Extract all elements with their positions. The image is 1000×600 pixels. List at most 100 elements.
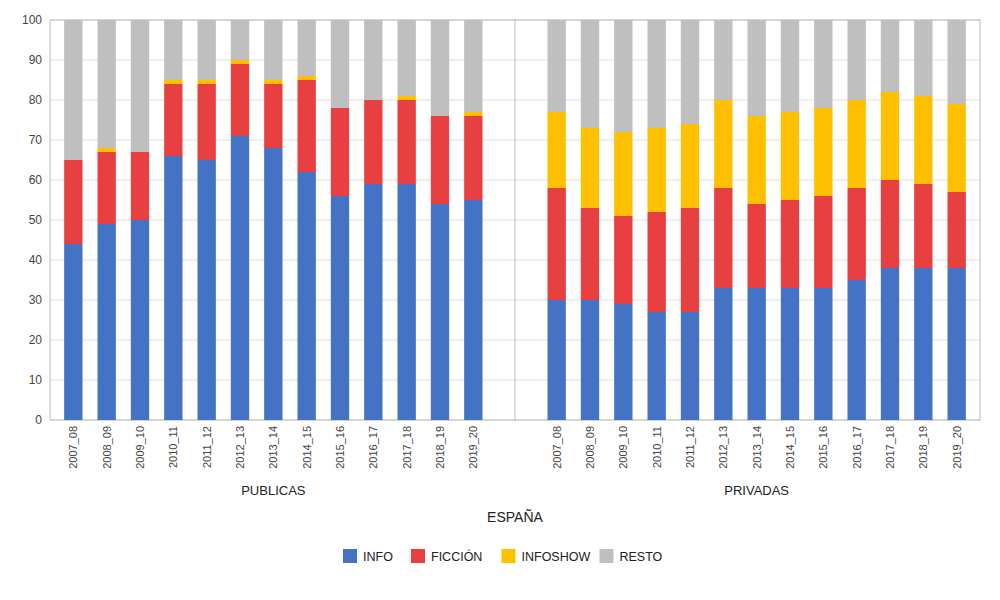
- bar-segment: [814, 196, 832, 288]
- x-tick-label: 2018_19: [434, 426, 446, 469]
- x-axis-label: ESPAÑA: [487, 509, 543, 525]
- bar-segment: [198, 20, 216, 80]
- bar-segment: [464, 200, 482, 420]
- bar-segment: [814, 108, 832, 196]
- x-tick-label: 2008_09: [101, 426, 113, 469]
- y-tick-label: 30: [29, 293, 43, 307]
- bar-segment: [198, 84, 216, 160]
- y-tick-label: 0: [35, 413, 42, 427]
- legend-swatch: [343, 549, 357, 563]
- bar-segment: [398, 184, 416, 420]
- bar-segment: [298, 20, 316, 76]
- bar-segment: [264, 80, 282, 84]
- bar-segment: [398, 20, 416, 96]
- x-tick-label: 2018_19: [917, 426, 929, 469]
- legend: INFOFICCIÓNINFOSHOWRESTO: [343, 549, 663, 564]
- x-tick-label: 2013_14: [267, 426, 279, 469]
- y-tick-label: 40: [29, 253, 43, 267]
- bar-segment: [881, 20, 899, 92]
- bar-segment: [64, 160, 82, 244]
- bar-segment: [681, 20, 699, 124]
- bar-segment: [581, 208, 599, 300]
- x-tick-label: 2015_16: [334, 426, 346, 469]
- bar-segment: [98, 20, 116, 148]
- bar-segment: [131, 220, 149, 420]
- bar-segment: [881, 92, 899, 180]
- bar-segment: [64, 244, 82, 420]
- bar-segment: [298, 172, 316, 420]
- bar-segment: [431, 204, 449, 420]
- group-divider: [515, 20, 516, 420]
- x-tick-label: 2017_18: [401, 426, 413, 469]
- bar-segment: [364, 184, 382, 420]
- bars: [64, 20, 966, 420]
- bar-segment: [948, 268, 966, 420]
- bar-segment: [264, 84, 282, 148]
- bar-segment: [748, 288, 766, 420]
- bar-segment: [948, 104, 966, 192]
- bar-segment: [814, 20, 832, 108]
- bar-segment: [548, 20, 566, 112]
- bar-segment: [648, 128, 666, 212]
- bar-segment: [364, 20, 382, 100]
- legend-label: INFO: [363, 550, 393, 564]
- bar-segment: [614, 216, 632, 304]
- bar-segment: [231, 136, 249, 420]
- bar-segment: [264, 20, 282, 80]
- bar-segment: [881, 180, 899, 268]
- x-tick-label: 2019_20: [467, 426, 479, 469]
- bar-segment: [781, 200, 799, 288]
- legend-swatch: [600, 549, 614, 563]
- legend-swatch: [502, 549, 516, 563]
- bar-segment: [98, 224, 116, 420]
- bar-segment: [581, 20, 599, 128]
- bar-segment: [581, 300, 599, 420]
- y-tick-label: 10: [29, 373, 43, 387]
- bar-segment: [681, 312, 699, 420]
- x-tick-label: 2016_17: [367, 426, 379, 469]
- bar-segment: [131, 152, 149, 220]
- bar-segment: [714, 20, 732, 100]
- y-tick-label: 50: [29, 213, 43, 227]
- group-label: PRIVADAS: [724, 483, 789, 498]
- bar-segment: [848, 20, 866, 100]
- bar-segment: [331, 196, 349, 420]
- x-tick-label: 2012_13: [234, 426, 246, 469]
- bar-segment: [548, 188, 566, 300]
- x-tick-label: 2017_18: [884, 426, 896, 469]
- bar-segment: [98, 148, 116, 152]
- y-tick-label: 80: [29, 93, 43, 107]
- bar-segment: [581, 128, 599, 208]
- y-tick-label: 60: [29, 173, 43, 187]
- bar-segment: [431, 20, 449, 116]
- x-tick-label: 2009_10: [617, 426, 629, 469]
- bar-segment: [781, 112, 799, 200]
- bar-segment: [98, 152, 116, 224]
- legend-label: RESTO: [620, 550, 663, 564]
- x-tick-label: 2016_17: [851, 426, 863, 469]
- legend-label: FICCIÓN: [431, 549, 482, 564]
- x-tick-label: 2008_09: [584, 426, 596, 469]
- x-tick-label: 2015_16: [817, 426, 829, 469]
- bar-segment: [948, 192, 966, 268]
- bar-segment: [231, 64, 249, 136]
- bar-segment: [748, 204, 766, 288]
- chart: 01020304050607080901002007_082008_092009…: [0, 0, 1000, 600]
- y-tick-label: 20: [29, 333, 43, 347]
- bar-segment: [614, 20, 632, 132]
- x-tick-label: 2012_13: [717, 426, 729, 469]
- bar-segment: [914, 268, 932, 420]
- group-label: PUBLICAS: [241, 483, 306, 498]
- bar-segment: [331, 108, 349, 196]
- bar-segment: [164, 20, 182, 80]
- bar-segment: [548, 112, 566, 188]
- x-tick-label: 2011_12: [201, 426, 213, 468]
- bar-segment: [231, 60, 249, 64]
- x-tick-label: 2009_10: [134, 426, 146, 469]
- bar-segment: [464, 116, 482, 200]
- bar-segment: [881, 268, 899, 420]
- bar-segment: [914, 184, 932, 268]
- bar-segment: [714, 100, 732, 188]
- x-tick-label: 2010_11: [651, 426, 663, 468]
- x-tick-label: 2007_08: [551, 426, 563, 469]
